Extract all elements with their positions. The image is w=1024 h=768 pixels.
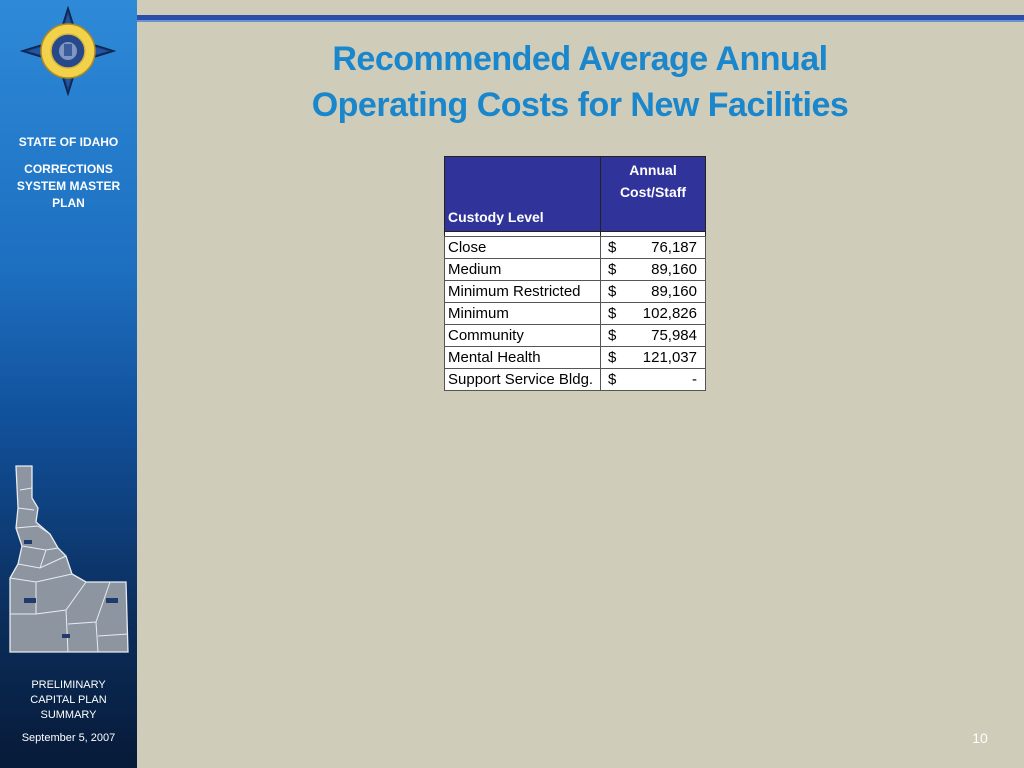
row-level: Medium xyxy=(444,258,601,281)
row-level: Support Service Bldg. xyxy=(444,368,601,391)
row-cost: $89,160 xyxy=(600,258,706,281)
table-row: Mental Health $121,037 xyxy=(444,346,706,369)
state-label: STATE OF IDAHO xyxy=(18,135,119,149)
row-level: Minimum Restricted xyxy=(444,280,601,303)
title-line-1: Recommended Average Annual xyxy=(332,40,828,78)
sidebar: STATE OF IDAHO CORRECTIONS SYSTEM MASTER… xyxy=(0,0,137,768)
header-cost-line-2: Cost/Staff xyxy=(619,184,687,200)
table-header-row: Custody Level Annual Cost/Staff xyxy=(444,156,706,232)
summary-label: PRELIMINARY CAPITAL PLAN SUMMARY xyxy=(30,679,107,721)
cost-value: 89,160 xyxy=(651,283,697,300)
currency-symbol: $ xyxy=(608,283,617,300)
cost-value: 121,037 xyxy=(642,349,697,366)
cost-value: 75,984 xyxy=(651,327,697,344)
currency-symbol: $ xyxy=(608,349,617,366)
row-cost: $75,984 xyxy=(600,324,706,347)
header-annual-cost: Annual Cost/Staff xyxy=(600,156,706,232)
idaho-corrections-seal-icon xyxy=(20,6,116,96)
row-level: Close xyxy=(444,236,601,259)
header-cost-line-1: Annual xyxy=(629,162,677,178)
page-number: 10 xyxy=(972,730,988,746)
top-divider-accent xyxy=(137,20,1024,22)
cost-value: 89,160 xyxy=(651,261,697,278)
table-row: Community $75,984 xyxy=(444,324,706,347)
page-title: Recommended Average Annual Operating Cos… xyxy=(260,36,900,128)
row-level: Minimum xyxy=(444,302,601,325)
table-row: Minimum Restricted $89,160 xyxy=(444,280,706,303)
currency-symbol: $ xyxy=(608,371,617,388)
row-cost: $121,037 xyxy=(600,346,706,369)
currency-symbol: $ xyxy=(608,327,617,344)
row-level: Mental Health xyxy=(444,346,601,369)
currency-symbol: $ xyxy=(608,305,617,322)
title-line-2: Operating Costs for New Facilities xyxy=(311,86,849,124)
date-label: September 5, 2007 xyxy=(21,732,116,744)
table-row: Close $76,187 xyxy=(444,236,706,259)
row-cost: $ - xyxy=(600,368,706,391)
row-level: Community xyxy=(444,324,601,347)
table-row: Support Service Bldg. $ - xyxy=(444,368,706,391)
operating-cost-table: Custody Level Annual Cost/Staff Close $7… xyxy=(444,156,706,391)
currency-symbol: $ xyxy=(608,239,617,256)
idaho-state-map-icon xyxy=(9,465,129,653)
table-row: Medium $89,160 xyxy=(444,258,706,281)
currency-symbol: $ xyxy=(608,261,617,278)
row-cost: $102,826 xyxy=(600,302,706,325)
table-row: Minimum $102,826 xyxy=(444,302,706,325)
cost-value: 102,826 xyxy=(642,305,697,322)
header-custody-level: Custody Level xyxy=(444,156,601,232)
row-cost: $89,160 xyxy=(600,280,706,303)
cost-value: - xyxy=(692,371,697,388)
cost-value: 76,187 xyxy=(651,239,697,256)
top-divider xyxy=(137,15,1024,20)
plan-label: CORRECTIONS SYSTEM MASTER PLAN xyxy=(16,162,121,210)
row-cost: $76,187 xyxy=(600,236,706,259)
